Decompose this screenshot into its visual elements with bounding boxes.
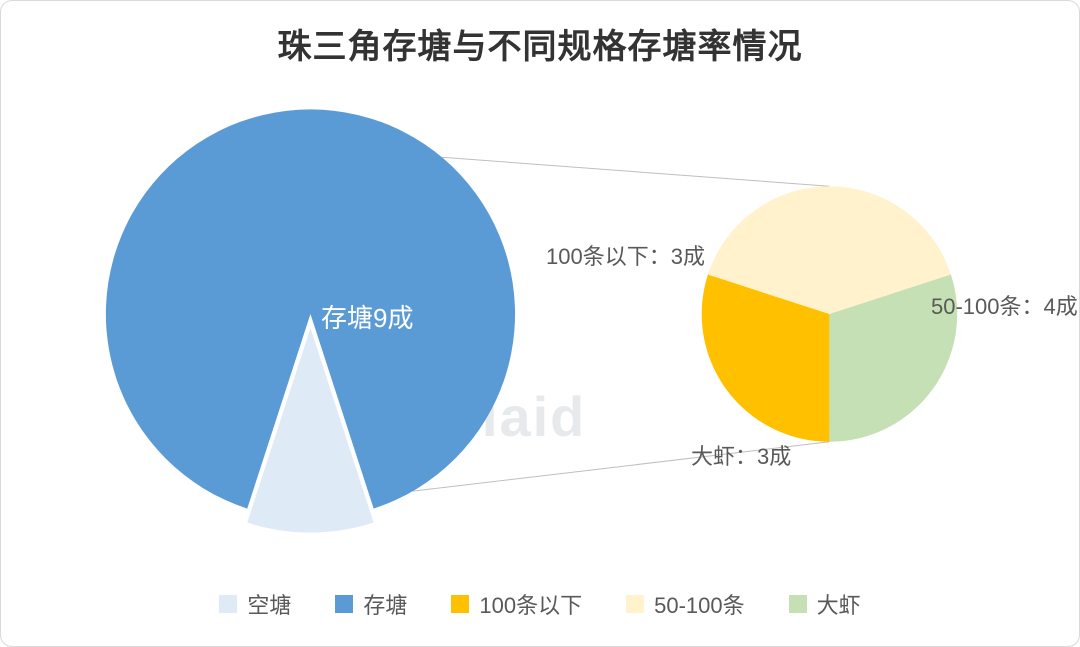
legend-swatch bbox=[626, 595, 644, 613]
legend-item-below100: 100条以下 bbox=[451, 588, 582, 620]
legend-swatch bbox=[451, 595, 469, 613]
legend-item-empty: 空塘 bbox=[219, 588, 291, 620]
legend-swatch bbox=[789, 595, 807, 613]
chart-container: 珠三角存塘与不同规格存塘率情况 Haid 存塘9成 100条以下：3成 50-1… bbox=[0, 0, 1080, 647]
sub-pie-label-below100: 100条以下：3成 bbox=[546, 239, 705, 271]
main-pie bbox=[106, 109, 515, 532]
legend-label: 大虾 bbox=[817, 588, 861, 620]
legend-item-50to100: 50-100条 bbox=[626, 588, 745, 620]
pies-svg bbox=[41, 89, 1039, 539]
legend: 空塘 存塘 100条以下 50-100条 大虾 bbox=[1, 588, 1079, 620]
sub-pie-label-shrimp: 大虾：3成 bbox=[691, 439, 791, 471]
legend-label: 100条以下 bbox=[479, 588, 582, 620]
plot-area: Haid 存塘9成 100条以下：3成 50-100条：4成 大虾：3成 bbox=[41, 89, 1039, 539]
sub-pie-label-50to100: 50-100条：4成 bbox=[931, 289, 1078, 321]
legend-label: 50-100条 bbox=[654, 588, 745, 620]
legend-label: 存塘 bbox=[363, 588, 407, 620]
chart-title: 珠三角存塘与不同规格存塘率情况 bbox=[1, 19, 1079, 68]
legend-swatch bbox=[335, 595, 353, 613]
legend-swatch bbox=[219, 595, 237, 613]
legend-item-stored: 存塘 bbox=[335, 588, 407, 620]
legend-label: 空塘 bbox=[247, 588, 291, 620]
legend-item-shrimp: 大虾 bbox=[789, 588, 861, 620]
main-pie-center-label: 存塘9成 bbox=[321, 298, 413, 335]
sub-pie bbox=[702, 186, 957, 441]
